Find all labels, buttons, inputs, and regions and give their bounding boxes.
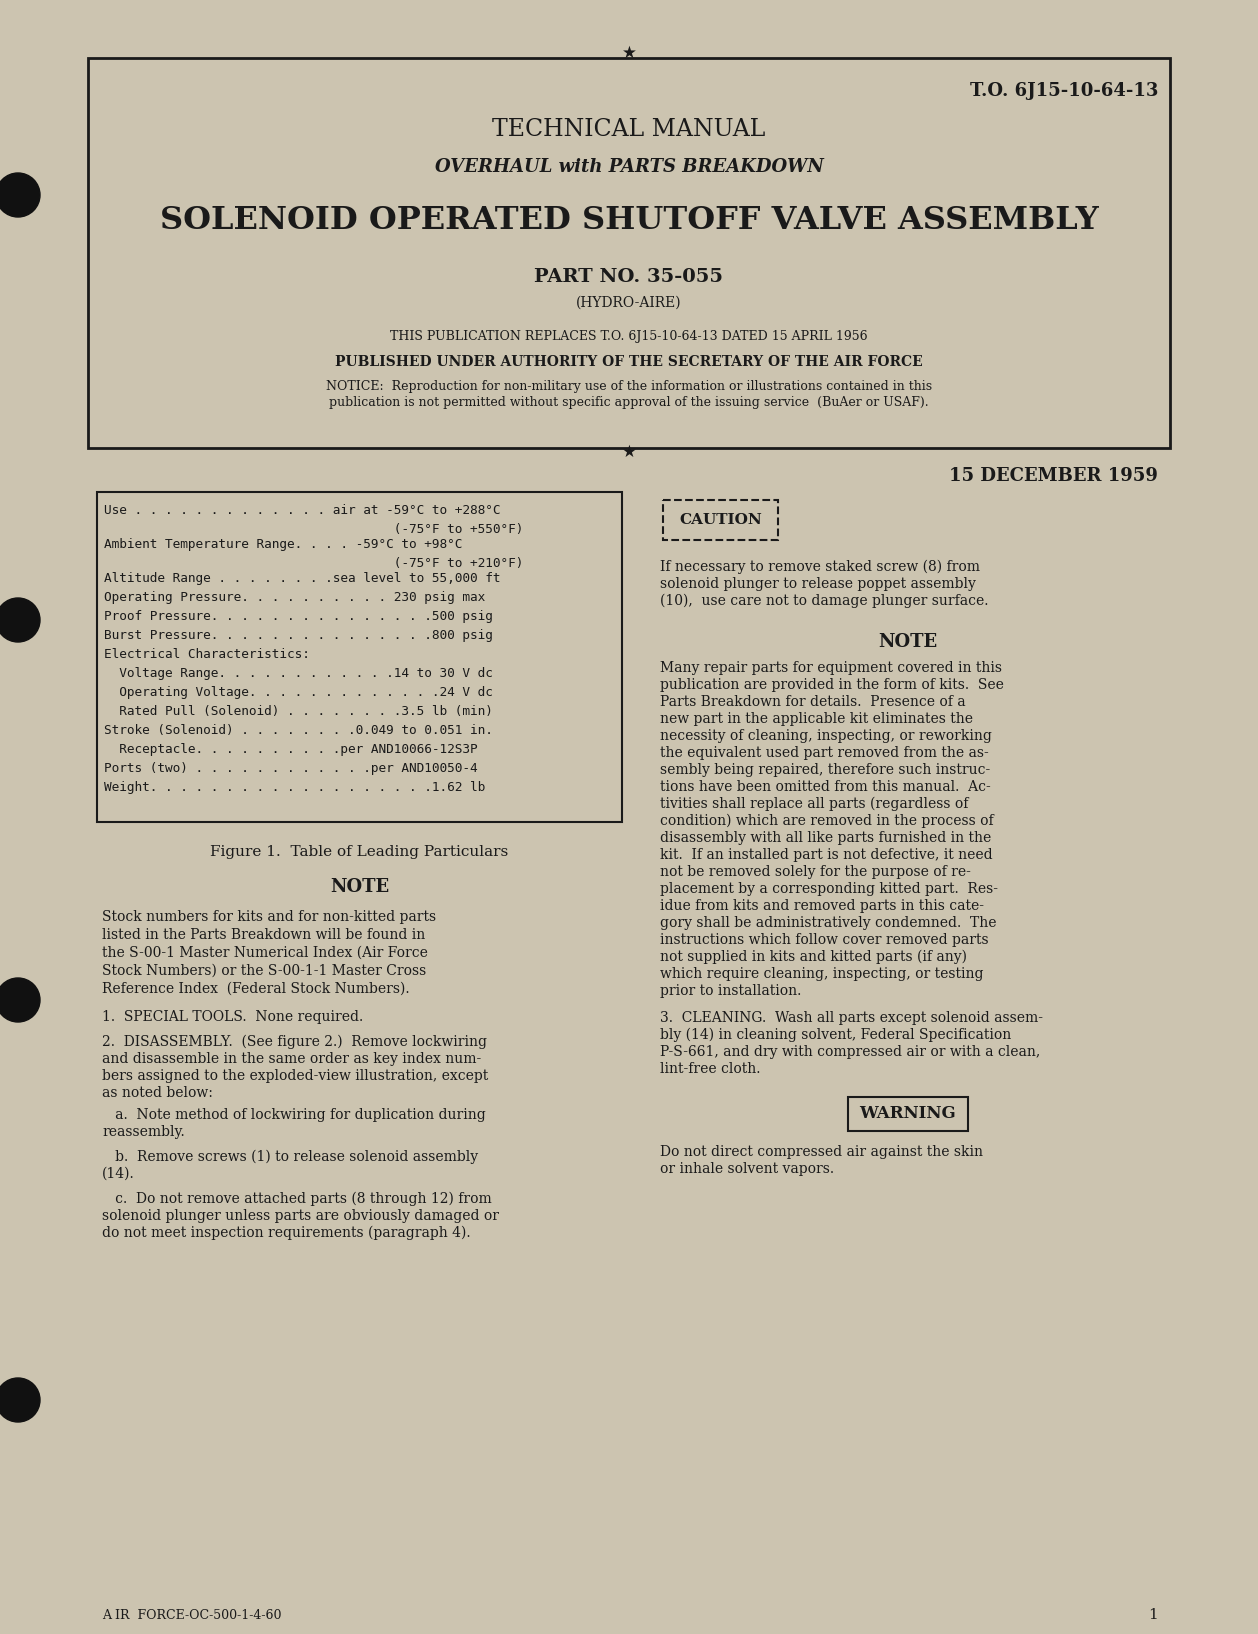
Text: PUBLISHED UNDER AUTHORITY OF THE SECRETARY OF THE AIR FORCE: PUBLISHED UNDER AUTHORITY OF THE SECRETA… bbox=[335, 355, 923, 369]
Text: P-S-661, and dry with compressed air or with a clean,: P-S-661, and dry with compressed air or … bbox=[660, 1046, 1040, 1059]
Text: ★: ★ bbox=[621, 443, 637, 461]
Text: condition) which are removed in the process of: condition) which are removed in the proc… bbox=[660, 814, 994, 828]
Text: OVERHAUL with PARTS BREAKDOWN: OVERHAUL with PARTS BREAKDOWN bbox=[434, 158, 824, 176]
Text: as noted below:: as noted below: bbox=[102, 1087, 213, 1100]
Text: Weight. . . . . . . . . . . . . . . . . . .1.62 lb: Weight. . . . . . . . . . . . . . . . . … bbox=[104, 781, 486, 794]
Text: Do not direct compressed air against the skin: Do not direct compressed air against the… bbox=[660, 1145, 982, 1159]
Text: bly (14) in cleaning solvent, Federal Specification: bly (14) in cleaning solvent, Federal Sp… bbox=[660, 1028, 1011, 1042]
Text: publication are provided in the form of kits.  See: publication are provided in the form of … bbox=[660, 678, 1004, 693]
Text: Altitude Range . . . . . . . .sea level to 55,000 ft: Altitude Range . . . . . . . .sea level … bbox=[104, 572, 501, 585]
Text: WARNING: WARNING bbox=[859, 1106, 956, 1123]
Text: which require cleaning, inspecting, or testing: which require cleaning, inspecting, or t… bbox=[660, 967, 984, 980]
Text: 2.  DISASSEMBLY.  (See figure 2.)  Remove lockwiring: 2. DISASSEMBLY. (See figure 2.) Remove l… bbox=[102, 1034, 487, 1049]
Text: the equivalent used part removed from the as-: the equivalent used part removed from th… bbox=[660, 747, 989, 760]
Text: Rated Pull (Solenoid) . . . . . . . .3.5 lb (min): Rated Pull (Solenoid) . . . . . . . .3.5… bbox=[104, 704, 493, 717]
Text: prior to installation.: prior to installation. bbox=[660, 984, 801, 998]
Text: listed in the Parts Breakdown will be found in: listed in the Parts Breakdown will be fo… bbox=[102, 928, 425, 941]
Bar bbox=[663, 500, 777, 539]
Bar bbox=[88, 57, 1170, 448]
Text: publication is not permitted without specific approval of the issuing service  (: publication is not permitted without spe… bbox=[330, 395, 928, 408]
Text: THIS PUBLICATION REPLACES T.O. 6J15-10-64-13 DATED 15 APRIL 1956: THIS PUBLICATION REPLACES T.O. 6J15-10-6… bbox=[390, 330, 868, 343]
Text: Stock Numbers) or the S-00-1-1 Master Cross: Stock Numbers) or the S-00-1-1 Master Cr… bbox=[102, 964, 426, 979]
Text: disassembly with all like parts furnished in the: disassembly with all like parts furnishe… bbox=[660, 832, 991, 845]
Text: placement by a corresponding kitted part.  Res-: placement by a corresponding kitted part… bbox=[660, 882, 998, 895]
Text: NOTE: NOTE bbox=[330, 877, 389, 895]
Text: Use . . . . . . . . . . . . . air at -59°C to +288°C: Use . . . . . . . . . . . . . air at -59… bbox=[104, 503, 501, 516]
Text: 1: 1 bbox=[1149, 1608, 1159, 1623]
Text: Proof Pressure. . . . . . . . . . . . . . .500 psig: Proof Pressure. . . . . . . . . . . . . … bbox=[104, 609, 493, 623]
Text: a.  Note method of lockwiring for duplication during: a. Note method of lockwiring for duplica… bbox=[102, 1108, 486, 1123]
Text: Operating Voltage. . . . . . . . . . . . .24 V dc: Operating Voltage. . . . . . . . . . . .… bbox=[104, 686, 493, 699]
Text: and disassemble in the same order as key index num-: and disassemble in the same order as key… bbox=[102, 1052, 482, 1065]
Text: CAUTION: CAUTION bbox=[679, 513, 762, 528]
Text: (HYDRO-AIRE): (HYDRO-AIRE) bbox=[576, 296, 682, 310]
Text: b.  Remove screws (1) to release solenoid assembly: b. Remove screws (1) to release solenoid… bbox=[102, 1150, 478, 1165]
Text: c.  Do not remove attached parts (8 through 12) from: c. Do not remove attached parts (8 throu… bbox=[102, 1191, 492, 1206]
Text: idue from kits and removed parts in this cate-: idue from kits and removed parts in this… bbox=[660, 899, 984, 913]
Text: Burst Pressure. . . . . . . . . . . . . . .800 psig: Burst Pressure. . . . . . . . . . . . . … bbox=[104, 629, 493, 642]
Text: reassembly.: reassembly. bbox=[102, 1124, 185, 1139]
Text: solenoid plunger to release poppet assembly: solenoid plunger to release poppet assem… bbox=[660, 577, 976, 592]
Text: do not meet inspection requirements (paragraph 4).: do not meet inspection requirements (par… bbox=[102, 1226, 470, 1240]
Text: Receptacle. . . . . . . . . .per AND10066-12S3P: Receptacle. . . . . . . . . .per AND1006… bbox=[104, 743, 478, 757]
Text: solenoid plunger unless parts are obviously damaged or: solenoid plunger unless parts are obviou… bbox=[102, 1209, 499, 1222]
Text: new part in the applicable kit eliminates the: new part in the applicable kit eliminate… bbox=[660, 712, 972, 725]
Text: (-75°F to +550°F): (-75°F to +550°F) bbox=[104, 523, 523, 536]
Text: Figure 1.  Table of Leading Particulars: Figure 1. Table of Leading Particulars bbox=[210, 845, 508, 859]
Text: lint-free cloth.: lint-free cloth. bbox=[660, 1062, 761, 1077]
Circle shape bbox=[0, 173, 40, 217]
Text: Many repair parts for equipment covered in this: Many repair parts for equipment covered … bbox=[660, 662, 1003, 675]
Circle shape bbox=[0, 598, 40, 642]
Text: Ports (two) . . . . . . . . . . . .per AND10050-4: Ports (two) . . . . . . . . . . . .per A… bbox=[104, 761, 478, 775]
Text: Stroke (Solenoid) . . . . . . . .0.049 to 0.051 in.: Stroke (Solenoid) . . . . . . . .0.049 t… bbox=[104, 724, 493, 737]
Text: TECHNICAL MANUAL: TECHNICAL MANUAL bbox=[492, 118, 766, 141]
Text: not supplied in kits and kitted parts (if any): not supplied in kits and kitted parts (i… bbox=[660, 949, 967, 964]
Text: 15 DECEMBER 1959: 15 DECEMBER 1959 bbox=[949, 467, 1159, 485]
Text: ★: ★ bbox=[621, 44, 637, 62]
Text: Operating Pressure. . . . . . . . . . 230 psig max: Operating Pressure. . . . . . . . . . 23… bbox=[104, 592, 486, 605]
Text: NOTICE:  Reproduction for non-military use of the information or illustrations c: NOTICE: Reproduction for non-military us… bbox=[326, 381, 932, 394]
Text: NOTE: NOTE bbox=[878, 632, 937, 650]
Text: Reference Index  (Federal Stock Numbers).: Reference Index (Federal Stock Numbers). bbox=[102, 982, 410, 997]
Text: A IR  FORCE-OC-500-1-4-60: A IR FORCE-OC-500-1-4-60 bbox=[102, 1609, 282, 1623]
Text: kit.  If an installed part is not defective, it need: kit. If an installed part is not defecti… bbox=[660, 848, 993, 863]
Circle shape bbox=[0, 979, 40, 1021]
Text: sembly being repaired, therefore such instruc-: sembly being repaired, therefore such in… bbox=[660, 763, 990, 778]
Text: gory shall be administratively condemned.  The: gory shall be administratively condemned… bbox=[660, 917, 996, 930]
Text: Voltage Range. . . . . . . . . . . .14 to 30 V dc: Voltage Range. . . . . . . . . . . .14 t… bbox=[104, 667, 493, 680]
Text: (10),  use care not to damage plunger surface.: (10), use care not to damage plunger sur… bbox=[660, 595, 989, 608]
Text: 1.  SPECIAL TOOLS.  None required.: 1. SPECIAL TOOLS. None required. bbox=[102, 1010, 364, 1025]
Text: Parts Breakdown for details.  Presence of a: Parts Breakdown for details. Presence of… bbox=[660, 694, 966, 709]
Text: (14).: (14). bbox=[102, 1167, 135, 1181]
Text: tions have been omitted from this manual.  Ac-: tions have been omitted from this manual… bbox=[660, 779, 991, 794]
Text: not be removed solely for the purpose of re-: not be removed solely for the purpose of… bbox=[660, 864, 971, 879]
Text: SOLENOID OPERATED SHUTOFF VALVE ASSEMBLY: SOLENOID OPERATED SHUTOFF VALVE ASSEMBLY bbox=[160, 204, 1098, 235]
Text: PART NO. 35-055: PART NO. 35-055 bbox=[535, 268, 723, 286]
Text: (-75°F to +210°F): (-75°F to +210°F) bbox=[104, 557, 523, 570]
Text: or inhale solvent vapors.: or inhale solvent vapors. bbox=[660, 1162, 834, 1176]
Bar bbox=[97, 492, 621, 822]
Text: 3.  CLEANING.  Wash all parts except solenoid assem-: 3. CLEANING. Wash all parts except solen… bbox=[660, 1011, 1043, 1025]
Text: bers assigned to the exploded-view illustration, except: bers assigned to the exploded-view illus… bbox=[102, 1069, 488, 1083]
Text: T.O. 6J15-10-64-13: T.O. 6J15-10-64-13 bbox=[970, 82, 1159, 100]
Text: Ambient Temperature Range. . . . -59°C to +98°C: Ambient Temperature Range. . . . -59°C t… bbox=[104, 538, 463, 551]
Text: tivities shall replace all parts (regardless of: tivities shall replace all parts (regard… bbox=[660, 797, 969, 812]
Text: Stock numbers for kits and for non-kitted parts: Stock numbers for kits and for non-kitte… bbox=[102, 910, 437, 923]
Text: Electrical Characteristics:: Electrical Characteristics: bbox=[104, 649, 309, 662]
Text: the S-00-1 Master Numerical Index (Air Force: the S-00-1 Master Numerical Index (Air F… bbox=[102, 946, 428, 961]
Text: necessity of cleaning, inspecting, or reworking: necessity of cleaning, inspecting, or re… bbox=[660, 729, 991, 743]
Bar bbox=[848, 1096, 967, 1131]
Text: instructions which follow cover removed parts: instructions which follow cover removed … bbox=[660, 933, 989, 948]
Circle shape bbox=[0, 1377, 40, 1422]
Text: If necessary to remove staked screw (8) from: If necessary to remove staked screw (8) … bbox=[660, 560, 980, 575]
